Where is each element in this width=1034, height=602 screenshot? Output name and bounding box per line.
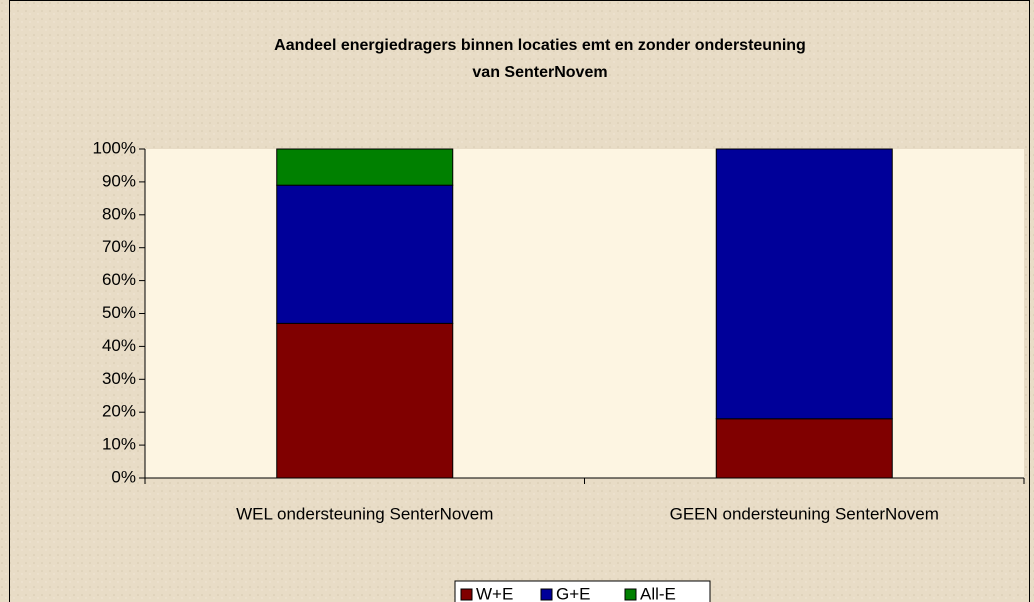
bar-segment bbox=[715, 148, 893, 420]
x-tick-label: GEEN ondersteuning SenterNovem bbox=[670, 504, 939, 523]
bar-segment bbox=[276, 148, 454, 186]
y-tick-label: 90% bbox=[102, 171, 136, 190]
legend-label: G+E bbox=[556, 584, 591, 602]
legend-box bbox=[454, 580, 711, 602]
y-tick-label: 30% bbox=[102, 369, 136, 388]
y-tick-label: 80% bbox=[102, 204, 136, 223]
y-tick-label: 40% bbox=[102, 336, 136, 355]
y-tick-label: 20% bbox=[102, 402, 136, 421]
frame bbox=[9, 0, 1030, 602]
y-tick-label: 0% bbox=[111, 467, 136, 486]
y-tick-label: 10% bbox=[102, 435, 136, 454]
y-tick-label: 70% bbox=[102, 237, 136, 256]
y-tick-label: 50% bbox=[102, 303, 136, 322]
legend-label: All-E bbox=[640, 584, 676, 602]
bar-segment bbox=[276, 322, 454, 479]
y-tick-label: 60% bbox=[102, 270, 136, 289]
bar-segment bbox=[276, 184, 454, 324]
chart-title: van SenterNovem bbox=[472, 64, 607, 81]
y-tick-label: 100% bbox=[93, 138, 136, 157]
x-tick-label: WEL ondersteuning SenterNovem bbox=[236, 504, 493, 523]
legend-swatch bbox=[460, 588, 473, 601]
bar-segment bbox=[715, 418, 893, 479]
legend-swatch bbox=[540, 588, 553, 601]
chart-title: Aandeel energiedragers binnen locaties e… bbox=[274, 37, 806, 54]
legend-label: W+E bbox=[476, 584, 513, 602]
legend-swatch bbox=[624, 588, 637, 601]
